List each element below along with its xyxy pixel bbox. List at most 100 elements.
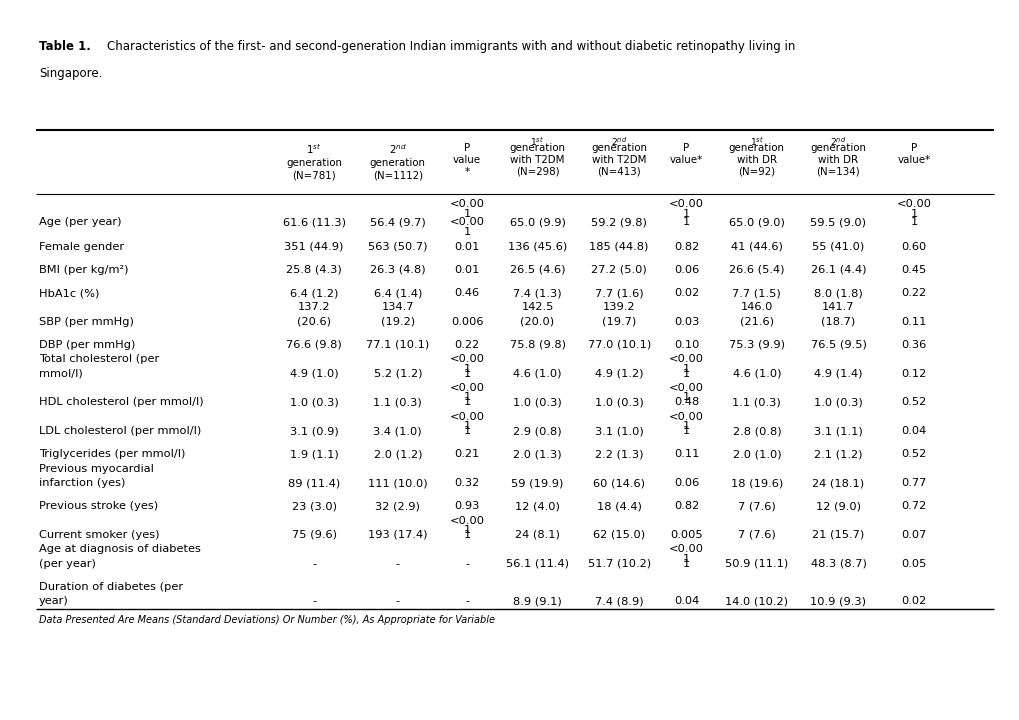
Text: 1.1 (0.3): 1.1 (0.3)	[373, 397, 422, 408]
Text: 2.1 (1.2): 2.1 (1.2)	[813, 449, 862, 459]
Text: 1$^{st}$
generation
(N=781): 1$^{st}$ generation (N=781)	[286, 143, 341, 180]
Text: Age (per year): Age (per year)	[39, 217, 121, 228]
Text: <0.00: <0.00	[449, 217, 484, 228]
Text: 0.06: 0.06	[674, 265, 698, 275]
Text: HDL cholesterol (per mmol/l): HDL cholesterol (per mmol/l)	[39, 397, 203, 408]
Text: P
value*: P value*	[669, 143, 702, 165]
Text: <0.00: <0.00	[668, 354, 703, 364]
Text: 134.7: 134.7	[381, 302, 414, 312]
Text: 142.5: 142.5	[521, 302, 553, 312]
Text: 59.5 (9.0): 59.5 (9.0)	[810, 217, 865, 228]
Text: generation
with DR
(N=134): generation with DR (N=134)	[810, 143, 865, 176]
Text: 48.3 (8.7): 48.3 (8.7)	[810, 559, 865, 569]
Text: 56.1 (11.4): 56.1 (11.4)	[505, 559, 569, 569]
Text: 6.4 (1.4): 6.4 (1.4)	[373, 288, 422, 298]
Text: 1: 1	[682, 421, 690, 431]
Text: 3.4 (1.0): 3.4 (1.0)	[373, 426, 422, 436]
Text: 1.9 (1.1): 1.9 (1.1)	[289, 449, 338, 459]
Text: 1: 1	[682, 559, 690, 569]
Text: 0.32: 0.32	[454, 478, 479, 488]
Text: 14.0 (10.2): 14.0 (10.2)	[725, 596, 788, 606]
Text: generation
with T2DM
(N=298): generation with T2DM (N=298)	[510, 143, 565, 176]
Text: 60 (14.6): 60 (14.6)	[593, 478, 644, 488]
Text: P
value*: P value*	[897, 143, 929, 165]
Text: 59 (19.9): 59 (19.9)	[511, 478, 564, 488]
Text: 61.6 (11.3): 61.6 (11.3)	[282, 217, 345, 228]
Text: 351 (44.9): 351 (44.9)	[284, 242, 343, 252]
Text: 7.7 (1.6): 7.7 (1.6)	[594, 288, 643, 298]
Text: Triglycerides (per mmol/l): Triglycerides (per mmol/l)	[39, 449, 185, 459]
Text: 136 (45.6): 136 (45.6)	[507, 242, 567, 252]
Text: 0.45: 0.45	[901, 265, 925, 275]
Text: 2.0 (1.2): 2.0 (1.2)	[373, 449, 422, 459]
Text: 1: 1	[463, 392, 471, 402]
Text: 0.48: 0.48	[674, 397, 698, 408]
Text: 1.0 (0.3): 1.0 (0.3)	[513, 397, 561, 408]
Text: 1: 1	[682, 554, 690, 564]
Text: infarction (yes): infarction (yes)	[39, 478, 125, 488]
Text: 0.22: 0.22	[901, 288, 925, 298]
Text: 8.0 (1.8): 8.0 (1.8)	[813, 288, 862, 298]
Text: 0.005: 0.005	[669, 530, 702, 540]
Text: Age at diagnosis of diabetes: Age at diagnosis of diabetes	[39, 544, 201, 554]
Text: 0.006: 0.006	[450, 317, 483, 327]
Text: 111 (10.0): 111 (10.0)	[368, 478, 427, 488]
Text: 141.7: 141.7	[821, 302, 854, 312]
Text: 0.82: 0.82	[674, 501, 698, 511]
Text: (per year): (per year)	[39, 559, 96, 569]
Text: 2$^{nd}$: 2$^{nd}$	[610, 135, 627, 148]
Text: Duration of diabetes (per: Duration of diabetes (per	[39, 582, 182, 592]
Text: (19.2): (19.2)	[380, 317, 415, 327]
Text: 1: 1	[463, 525, 471, 535]
Text: 3.1 (1.0): 3.1 (1.0)	[594, 426, 643, 436]
Text: 2$^{nd}$
generation
(N=1112): 2$^{nd}$ generation (N=1112)	[370, 143, 425, 180]
Text: 137.2: 137.2	[298, 302, 330, 312]
Text: 2.0 (1.3): 2.0 (1.3)	[513, 449, 561, 459]
Text: 18 (19.6): 18 (19.6)	[730, 478, 783, 488]
Text: 26.6 (5.4): 26.6 (5.4)	[729, 265, 784, 275]
Text: <0.00: <0.00	[668, 383, 703, 393]
Text: 21 (15.7): 21 (15.7)	[811, 530, 864, 540]
Text: 1.0 (0.3): 1.0 (0.3)	[289, 397, 338, 408]
Text: 56.4 (9.7): 56.4 (9.7)	[370, 217, 425, 228]
Text: 0.46: 0.46	[454, 288, 479, 298]
Text: Female gender: Female gender	[39, 242, 123, 252]
Text: 0.21: 0.21	[454, 449, 479, 459]
Text: (20.6): (20.6)	[297, 317, 331, 327]
Text: 18 (4.4): 18 (4.4)	[596, 501, 641, 511]
Text: 4.9 (1.0): 4.9 (1.0)	[289, 369, 338, 379]
Text: mmol/l): mmol/l)	[39, 369, 83, 379]
Text: 1.0 (0.3): 1.0 (0.3)	[594, 397, 643, 408]
Text: 26.5 (4.6): 26.5 (4.6)	[510, 265, 565, 275]
Text: 0.60: 0.60	[901, 242, 925, 252]
Text: 1: 1	[909, 217, 917, 228]
Text: 4.6 (1.0): 4.6 (1.0)	[513, 369, 561, 379]
Text: 3.1 (1.1): 3.1 (1.1)	[813, 426, 862, 436]
Text: generation
with T2DM
(N=413): generation with T2DM (N=413)	[591, 143, 646, 176]
Text: 2.0 (1.0): 2.0 (1.0)	[732, 449, 781, 459]
Text: 24 (18.1): 24 (18.1)	[811, 478, 864, 488]
Text: 0.72: 0.72	[901, 501, 925, 511]
Text: 193 (17.4): 193 (17.4)	[368, 530, 427, 540]
Text: 0.10: 0.10	[674, 340, 698, 350]
Text: 50.9 (11.1): 50.9 (11.1)	[725, 559, 788, 569]
Text: 0.07: 0.07	[901, 530, 925, 540]
Text: P
value
*: P value *	[452, 143, 481, 176]
Text: (20.0): (20.0)	[520, 317, 554, 327]
Text: Table 1.: Table 1.	[39, 40, 91, 53]
Text: Current smoker (yes): Current smoker (yes)	[39, 530, 159, 540]
Text: 1: 1	[682, 209, 690, 219]
Text: Data Presented Are Means (Standard Deviations) Or Number (%), As Appropriate for: Data Presented Are Means (Standard Devia…	[39, 615, 494, 625]
Text: 1$^{st}$: 1$^{st}$	[749, 135, 763, 148]
Text: 0.05: 0.05	[901, 559, 925, 569]
Text: <0.00: <0.00	[668, 544, 703, 554]
Text: 76.5 (9.5): 76.5 (9.5)	[810, 340, 865, 350]
Text: 75.8 (9.8): 75.8 (9.8)	[510, 340, 565, 350]
Text: 4.9 (1.2): 4.9 (1.2)	[594, 369, 643, 379]
Text: SBP (per mmHg): SBP (per mmHg)	[39, 317, 133, 327]
Text: 1: 1	[909, 209, 917, 219]
Text: 1.0 (0.3): 1.0 (0.3)	[813, 397, 862, 408]
Text: 146.0: 146.0	[740, 302, 772, 312]
Text: 32 (2.9): 32 (2.9)	[375, 501, 420, 511]
Text: (19.7): (19.7)	[601, 317, 636, 327]
